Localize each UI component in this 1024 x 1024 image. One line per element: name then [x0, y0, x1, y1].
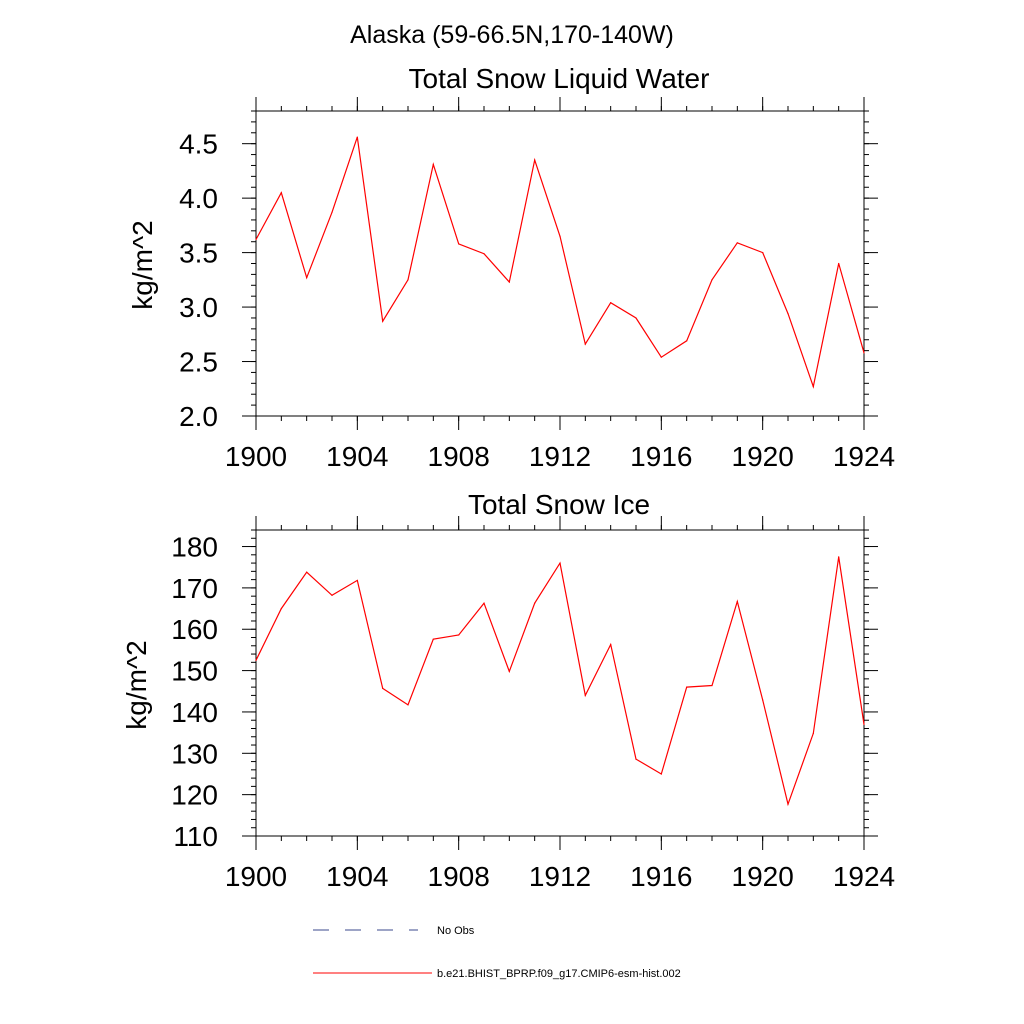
data-point — [838, 556, 840, 558]
y-tick-label: 160 — [171, 614, 218, 645]
data-point — [812, 732, 814, 735]
data-point — [458, 243, 460, 245]
plot-area: 1900 1904 1908 1912 1916 1920 1924 2.0 2.5 3.0 3.5… — [179, 97, 895, 472]
chart-panel-snow-liquid-water: Total Snow Liquid Water kg/m^2 1900 1904 1… — [127, 63, 895, 472]
y-axis-label-wrap: kg/m^2 — [121, 640, 152, 729]
data-point — [787, 803, 789, 805]
y-tick-label: 4.5 — [179, 129, 218, 160]
y-tick-label: 110 — [173, 821, 218, 852]
data-point — [432, 638, 434, 640]
data-point — [838, 262, 840, 265]
x-tick-label: 1912 — [529, 441, 591, 472]
data-point — [306, 277, 308, 279]
x-tick-label: 1900 — [225, 861, 287, 892]
data-point — [584, 343, 586, 345]
data-point — [584, 694, 586, 697]
data-point — [382, 687, 384, 689]
data-point — [432, 163, 434, 165]
series-line — [255, 136, 865, 389]
data-point — [458, 634, 460, 636]
x-tick-label: 1920 — [732, 441, 794, 472]
x-tick-label: 1904 — [326, 861, 388, 892]
y-tick-label: 180 — [171, 532, 218, 563]
data-point — [812, 385, 814, 388]
y-tick-label: 4.0 — [179, 183, 218, 214]
y-tick-label: 3.0 — [179, 292, 218, 323]
data-point — [559, 562, 561, 564]
data-point — [356, 136, 358, 138]
figure-title: Alaska (59-66.5N,170-140W) — [350, 21, 674, 49]
data-point — [711, 684, 713, 687]
y-tick-label: 3.5 — [179, 238, 218, 269]
data-point — [863, 352, 865, 354]
data-point — [660, 773, 662, 775]
data-point — [635, 317, 637, 319]
data-point — [686, 340, 688, 342]
legend-model-label: b.e21.BHIST_BPRP.f09_g17.CMIP6-esm-hist.… — [437, 968, 681, 980]
x-tick-label: 1908 — [428, 861, 490, 892]
data-point — [736, 600, 738, 603]
y-tick-label: 120 — [171, 780, 218, 811]
chart-title: Total Snow Liquid Water — [409, 63, 710, 94]
x-tick-label: 1908 — [428, 441, 490, 472]
data-point — [280, 192, 282, 194]
data-point — [863, 723, 865, 725]
y-tick-label: 150 — [171, 656, 218, 687]
data-point — [787, 313, 789, 315]
data-point — [762, 699, 764, 701]
data-point — [711, 279, 713, 281]
data-point — [762, 252, 764, 254]
data-point — [483, 253, 485, 255]
x-tick-label: 1924 — [833, 441, 895, 472]
data-point — [280, 607, 282, 610]
plot-area: 1900 1904 1908 1912 1916 1920 1924 110 120 130 140… — [171, 516, 895, 892]
data-point — [306, 571, 308, 573]
data-point — [635, 758, 637, 760]
data-point — [534, 602, 536, 604]
legend: No Obs b.e21.BHIST_BPRP.f09_g17.CMIP6-es… — [313, 925, 681, 980]
data-point — [736, 242, 738, 244]
data-point — [610, 302, 612, 304]
x-tick-label: 1900 — [225, 441, 287, 472]
data-point — [559, 235, 561, 237]
plot-frame — [255, 529, 865, 837]
y-tick-label: 2.5 — [179, 347, 218, 378]
chart-panel-snow-ice: Total Snow Ice kg/m^2 1900 1904 1908 1912 19… — [121, 489, 895, 892]
x-tick-label: 1920 — [732, 861, 794, 892]
data-point — [331, 211, 333, 213]
data-point — [382, 320, 384, 322]
data-point — [331, 594, 333, 596]
data-point — [660, 356, 662, 358]
data-point — [407, 279, 409, 281]
data-point — [407, 704, 409, 706]
data-point — [483, 602, 485, 604]
series-line — [255, 556, 865, 807]
data-point — [255, 659, 257, 661]
plot-frame — [255, 110, 865, 417]
data-point — [255, 238, 257, 241]
y-tick-label: 130 — [171, 738, 218, 769]
legend-obs-label: No Obs — [437, 925, 475, 937]
chart-title: Total Snow Ice — [468, 489, 650, 520]
data-point — [610, 643, 612, 646]
x-tick-label: 1924 — [833, 861, 895, 892]
data-point — [356, 579, 358, 582]
data-point — [686, 686, 688, 688]
x-tick-label: 1904 — [326, 441, 388, 472]
y-axis-label: kg/m^2 — [121, 640, 152, 729]
y-tick-label: 140 — [171, 697, 218, 728]
data-point — [508, 670, 510, 673]
data-point — [534, 159, 536, 161]
x-tick-label: 1912 — [529, 861, 591, 892]
data-point — [508, 281, 510, 283]
y-tick-label: 170 — [171, 573, 218, 604]
x-tick-label: 1916 — [630, 441, 692, 472]
y-tick-label: 2.0 — [179, 401, 218, 432]
y-axis-label-wrap: kg/m^2 — [127, 220, 158, 309]
y-axis-label: kg/m^2 — [127, 220, 158, 309]
x-tick-label: 1916 — [630, 861, 692, 892]
